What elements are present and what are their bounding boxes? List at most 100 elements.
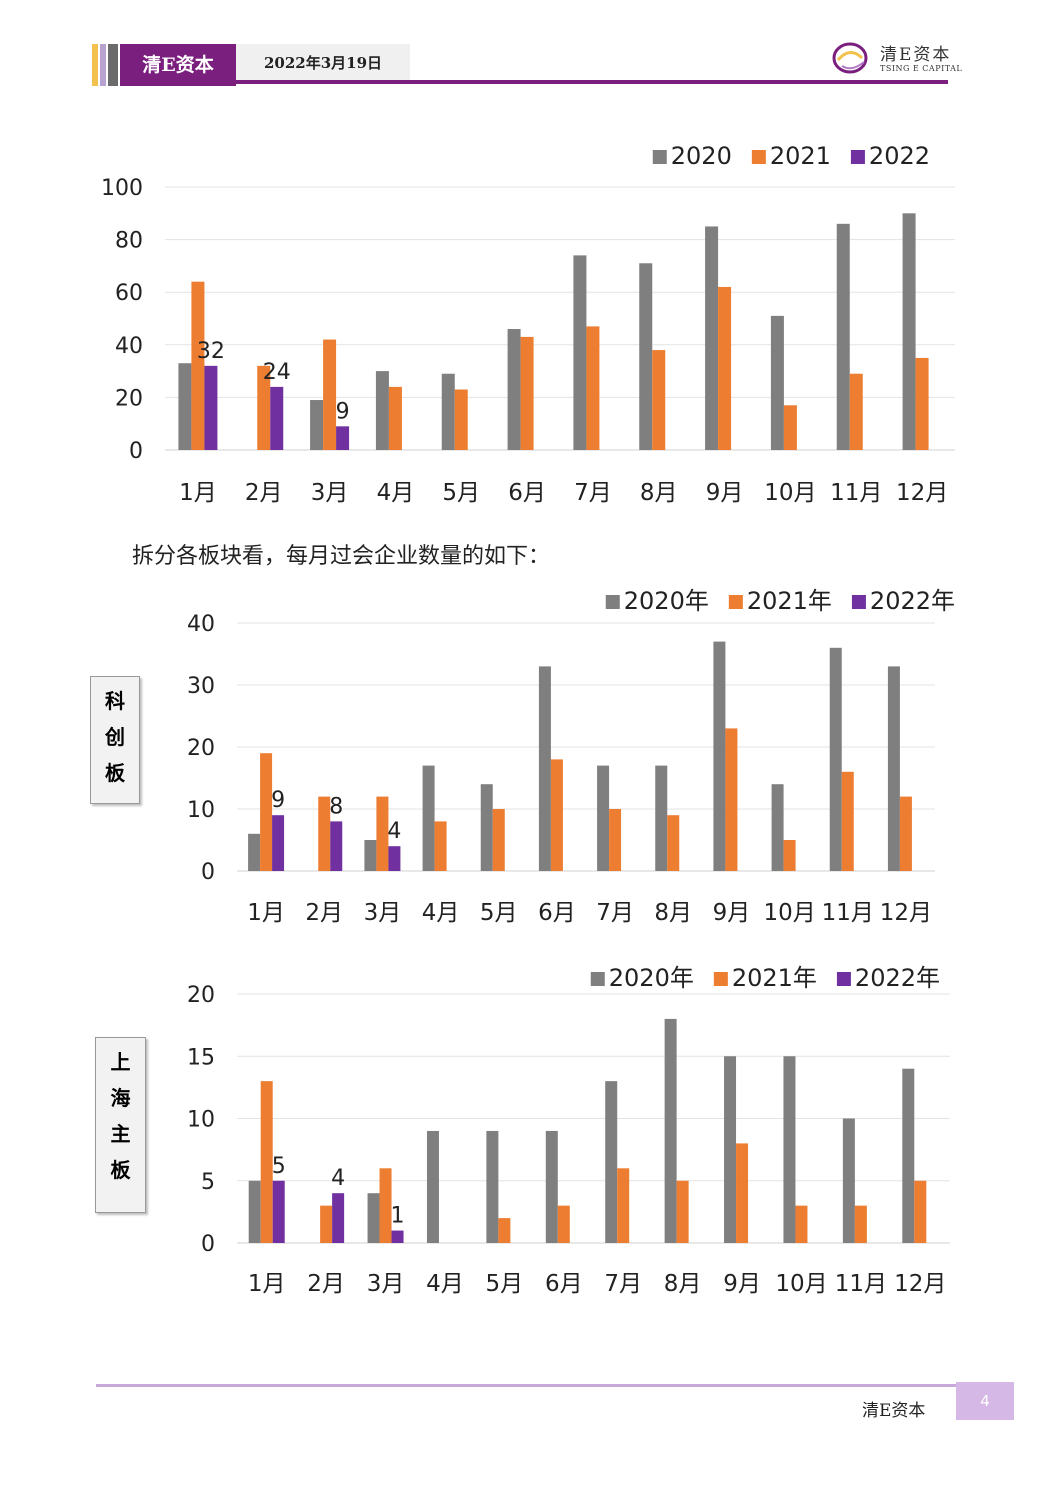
bar (902, 213, 916, 450)
bar (770, 315, 784, 450)
bar (597, 765, 610, 871)
bar (323, 339, 337, 450)
legend-swatch (605, 595, 620, 609)
x-tick-label: 4月 (377, 480, 415, 506)
y-tick-label: 0 (201, 1232, 215, 1257)
x-tick-label: 9月 (713, 900, 751, 926)
bar (842, 1118, 855, 1243)
bar (375, 371, 389, 450)
bar (652, 350, 666, 450)
label-char: 板 (110, 1158, 131, 1182)
x-tick-label: 5月 (480, 900, 518, 926)
bar (676, 1180, 689, 1243)
bar (248, 1180, 261, 1243)
legend-label: 2020年 (609, 964, 694, 992)
bar (204, 365, 218, 450)
bar (178, 363, 192, 450)
data-label: 1 (391, 1204, 405, 1229)
x-tick-label: 1月 (247, 900, 285, 926)
label-shanghai-main-board: 上 海 主 板 (95, 1037, 146, 1213)
data-label: 4 (331, 1166, 345, 1191)
bar (724, 1056, 737, 1243)
label-char: 科 (105, 689, 125, 713)
y-tick-label: 40 (115, 334, 143, 359)
bar (257, 365, 271, 450)
header-date: 2022年3月19日 (236, 44, 410, 80)
x-tick-label: 4月 (422, 900, 460, 926)
bar (841, 771, 854, 871)
bar (538, 666, 551, 871)
x-tick-label: 12月 (896, 480, 948, 506)
bar (795, 1205, 808, 1243)
legend-label: 2022 (869, 142, 930, 170)
bar (426, 1130, 439, 1243)
bar (248, 833, 261, 871)
bar (388, 386, 402, 450)
bar (332, 1193, 345, 1243)
x-tick-label: 11月 (830, 480, 882, 506)
x-tick-label: 3月 (311, 480, 349, 506)
bar (320, 1205, 333, 1243)
bar (388, 846, 401, 871)
bar (705, 226, 719, 450)
x-tick-label: 7月 (596, 900, 634, 926)
x-tick-label: 6月 (538, 900, 576, 926)
legend-swatch (728, 595, 743, 609)
bar (605, 1081, 618, 1243)
x-tick-label: 6月 (508, 480, 546, 506)
legend: 2020年 2021年 2022年 (590, 964, 940, 992)
logo-text-en: TSING E CAPITAL (880, 64, 963, 73)
y-tick-label: 10 (187, 1108, 215, 1133)
x-tick-label: 9月 (723, 1271, 761, 1297)
legend-label: 2022年 (870, 587, 955, 615)
bar (520, 336, 534, 450)
x-tick-label: 10月 (764, 480, 816, 506)
y-tick-label: 15 (187, 1045, 215, 1070)
x-tick-label: 7月 (574, 480, 612, 506)
x-tick-label: 12月 (894, 1271, 946, 1297)
bar (914, 1180, 927, 1243)
bar (376, 796, 389, 871)
bar (272, 1180, 285, 1243)
y-tick-label: 100 (101, 176, 143, 201)
x-tick-label: 2月 (305, 900, 343, 926)
bar (639, 263, 653, 450)
legend-swatch (850, 150, 865, 164)
legend: 2020年 2021年 2022年 (605, 587, 955, 615)
bar (713, 641, 726, 871)
bar (191, 281, 205, 450)
x-tick-label: 4月 (426, 1271, 464, 1297)
x-tick-label: 5月 (486, 1271, 524, 1297)
x-tick-label: 5月 (442, 480, 480, 506)
bar (318, 796, 331, 871)
y-tick-label: 20 (187, 736, 215, 761)
x-tick-label: 11月 (822, 900, 874, 926)
bar (260, 1081, 273, 1243)
bar (887, 666, 900, 871)
legend-label: 2022年 (855, 964, 940, 992)
bar (667, 815, 680, 871)
x-tick-label: 2月 (245, 480, 283, 506)
label-char: 板 (105, 761, 125, 785)
bar (270, 386, 284, 450)
data-label: 24 (263, 360, 291, 385)
bar (434, 821, 447, 871)
bar (454, 389, 468, 450)
bar (379, 1168, 392, 1243)
bar (391, 1230, 404, 1243)
bar (655, 765, 668, 871)
label-char: 创 (105, 725, 125, 749)
data-label: 9 (336, 399, 350, 424)
label-char: 海 (110, 1086, 131, 1110)
bar (498, 1218, 511, 1243)
x-tick-label: 12月 (880, 900, 932, 926)
bar (260, 753, 273, 871)
bar (609, 809, 622, 871)
bar (550, 759, 563, 871)
legend-label: 2021年 (732, 964, 817, 992)
bar (441, 373, 455, 450)
x-tick-label: 11月 (835, 1271, 887, 1297)
bar (783, 405, 797, 450)
y-tick-label: 5 (201, 1170, 215, 1195)
label-char: 主 (110, 1122, 131, 1146)
